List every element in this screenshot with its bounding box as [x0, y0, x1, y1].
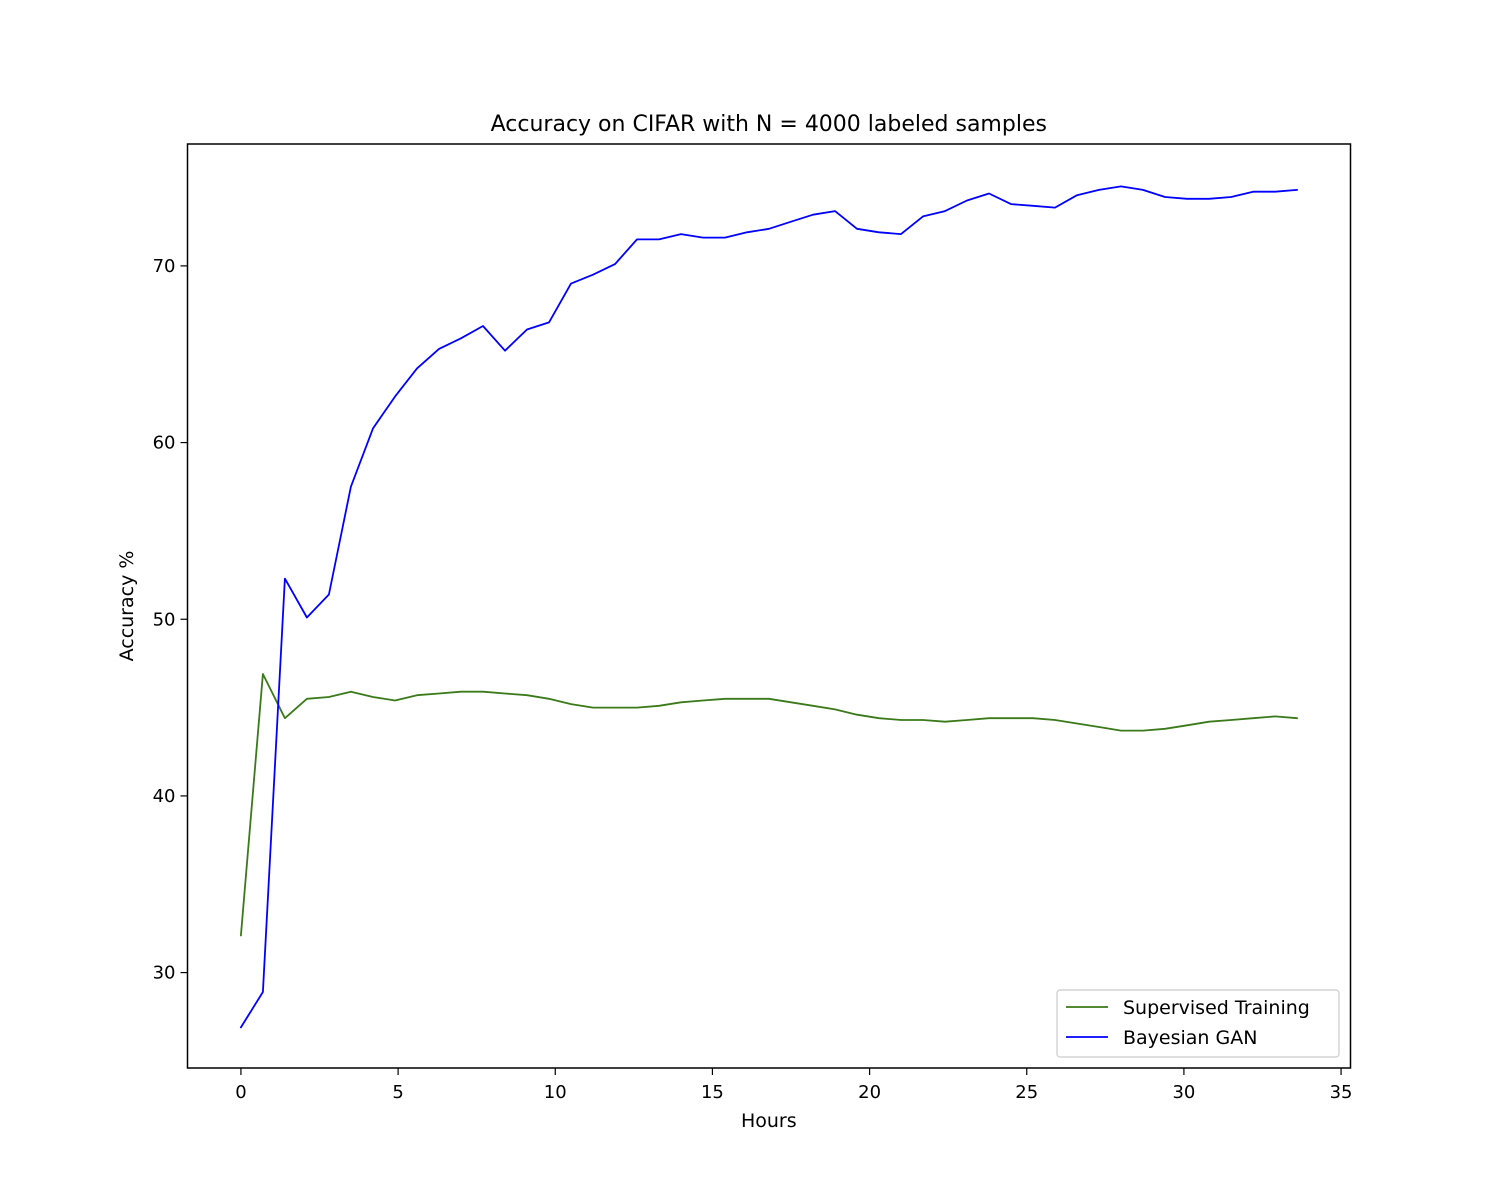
- y-tick-label-30: 30: [153, 963, 176, 984]
- plot-area: [187, 144, 1351, 1068]
- x-tick-label-20: 20: [858, 1082, 881, 1103]
- plot-frame: [186, 143, 1352, 1069]
- x-tick-label-0: 0: [235, 1082, 246, 1103]
- y-axis-label: Accuracy %: [116, 551, 138, 662]
- x-tick-label-25: 25: [1015, 1082, 1038, 1103]
- y-axis-ticks: 30 40 50 60 70: [153, 256, 188, 984]
- x-tick-label-15: 15: [701, 1082, 724, 1103]
- series-layer: [239, 185, 1298, 1029]
- legend-label-bayesian-gan: Bayesian GAN: [1123, 1027, 1257, 1049]
- legend-label-supervised-training: Supervised Training: [1123, 997, 1310, 1019]
- series-line-bayesian-gan: [239, 185, 1298, 1029]
- x-tick-label-30: 30: [1172, 1082, 1195, 1103]
- chart-title: Accuracy on CIFAR with N = 4000 labeled …: [491, 112, 1047, 137]
- x-axis-label: Hours: [741, 1110, 797, 1132]
- y-tick-label-50: 50: [153, 609, 176, 630]
- legend-box: [1056, 989, 1340, 1058]
- series-line-supervised-training: [239, 673, 1298, 937]
- x-tick-label-10: 10: [544, 1082, 567, 1103]
- x-axis-ticks: 0 5 10 15 20 25 30 35: [235, 1068, 1353, 1103]
- y-tick-label-40: 40: [153, 786, 176, 807]
- y-tick-label-60: 60: [153, 433, 176, 454]
- y-tick-label-70: 70: [153, 256, 176, 277]
- x-tick-label-35: 35: [1330, 1082, 1353, 1103]
- x-tick-label-5: 5: [392, 1082, 403, 1103]
- legend: Supervised Training Bayesian GAN: [1056, 989, 1340, 1058]
